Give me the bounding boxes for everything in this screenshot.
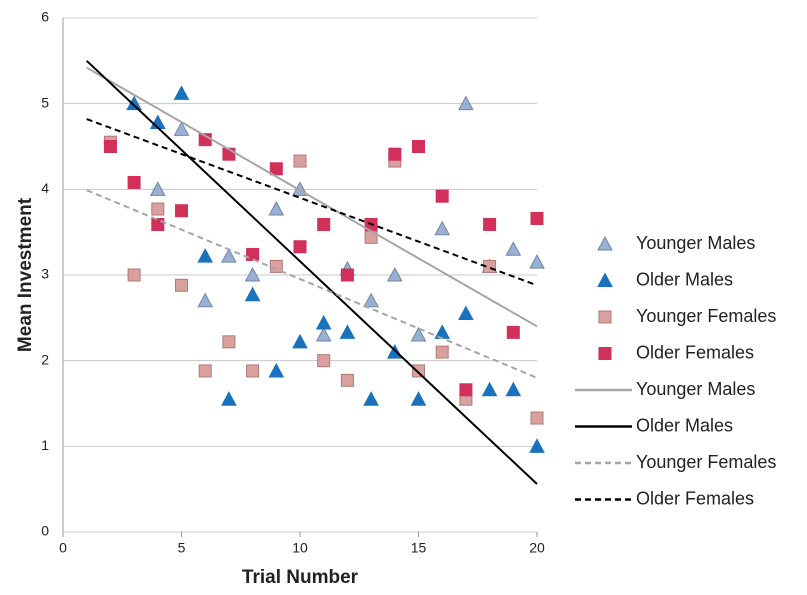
square-marker — [103, 140, 117, 153]
y-tick-label: 3 — [41, 266, 49, 282]
square-marker — [293, 240, 307, 254]
square-marker — [151, 217, 165, 231]
square-marker — [175, 204, 188, 218]
triangle-marker — [505, 381, 522, 397]
square-marker — [246, 247, 260, 261]
square-marker — [269, 162, 283, 176]
triangle-marker — [197, 248, 214, 263]
square-marker — [340, 268, 354, 282]
x-tick-label: 20 — [529, 540, 545, 556]
square-marker — [175, 278, 188, 292]
triangle-marker — [339, 324, 356, 339]
square-marker — [506, 325, 520, 339]
square-marker — [530, 211, 544, 225]
triangle-marker — [434, 220, 451, 236]
triangle-marker — [481, 381, 498, 397]
y-axis-title: Mean Investment — [15, 197, 36, 352]
square-marker — [198, 364, 212, 378]
square-marker — [530, 411, 544, 425]
triangle-marker — [315, 314, 332, 330]
square-marker — [151, 202, 165, 216]
square-marker — [127, 268, 141, 282]
triangle-marker — [173, 85, 190, 100]
triangle-marker — [505, 241, 522, 256]
square-marker — [388, 147, 402, 161]
legend-marker — [597, 235, 613, 251]
square-marker — [483, 217, 497, 231]
legend-marker — [598, 347, 612, 360]
triangle-marker — [434, 324, 451, 339]
square-marker — [127, 175, 141, 189]
legend-label: Older Males — [636, 269, 733, 289]
square-marker — [340, 373, 354, 387]
triangle-marker — [458, 95, 474, 111]
triangle-marker — [529, 438, 545, 453]
triangle-marker — [315, 326, 332, 342]
x-tick-label: 10 — [292, 540, 308, 556]
square-marker — [317, 217, 331, 231]
legend-label: Younger Males — [636, 233, 755, 253]
trend-line — [86, 60, 538, 485]
trend-line — [86, 189, 538, 379]
x-axis-title: Trial Number — [242, 567, 359, 588]
legend-label: Younger Females — [636, 452, 776, 472]
square-marker — [412, 364, 425, 378]
triangle-marker — [410, 326, 427, 342]
square-marker — [269, 259, 283, 273]
x-tick-label: 0 — [59, 540, 67, 556]
triangle-marker — [244, 266, 261, 282]
triangle-marker — [458, 305, 474, 321]
trend-line — [86, 118, 538, 287]
y-tick-label: 1 — [41, 437, 49, 453]
triangle-marker — [363, 391, 379, 406]
triangle-marker — [363, 292, 379, 308]
x-tick-label: 5 — [178, 540, 186, 556]
triangle-marker — [149, 181, 166, 196]
legend-label: Younger Males — [636, 379, 755, 399]
square-marker — [222, 335, 236, 349]
square-marker — [317, 354, 331, 368]
triangle-marker — [292, 333, 308, 349]
legend-label: Younger Females — [636, 306, 776, 326]
legend-label: Older Females — [636, 342, 754, 362]
triangle-marker — [221, 248, 237, 263]
y-tick-label: 2 — [41, 351, 49, 367]
legend-marker — [597, 272, 613, 287]
triangle-marker — [268, 362, 285, 378]
square-marker — [246, 364, 260, 378]
triangle-marker — [529, 254, 545, 269]
legend-label: Older Males — [636, 415, 733, 435]
triangle-marker — [386, 266, 403, 282]
y-tick-label: 5 — [41, 94, 49, 110]
x-tick-label: 15 — [411, 540, 427, 556]
triangle-marker — [410, 391, 427, 406]
y-tick-label: 0 — [41, 523, 49, 539]
square-marker — [435, 345, 449, 359]
square-marker — [435, 189, 449, 203]
legend-marker — [598, 310, 612, 324]
legend-label: Older Females — [636, 488, 754, 508]
square-marker — [459, 383, 473, 397]
trend-line — [86, 66, 538, 328]
triangle-marker — [173, 121, 190, 136]
triangle-marker — [244, 286, 261, 302]
y-tick-label: 6 — [41, 9, 49, 25]
triangle-marker — [268, 200, 285, 216]
y-tick-label: 4 — [41, 180, 49, 196]
triangle-marker — [221, 391, 237, 406]
square-marker — [293, 154, 307, 168]
triangle-marker — [197, 292, 214, 308]
square-marker — [412, 140, 425, 153]
